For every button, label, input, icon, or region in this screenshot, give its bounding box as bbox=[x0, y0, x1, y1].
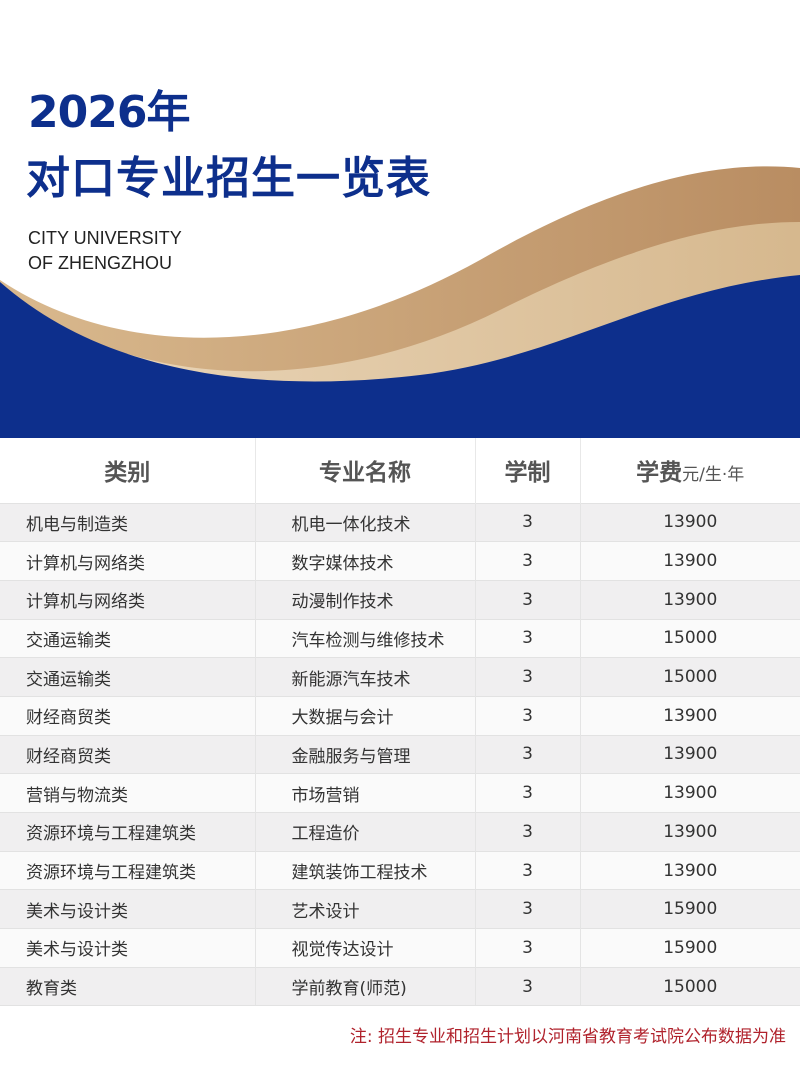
cell-duration: 3 bbox=[475, 541, 581, 581]
cell-major: 新能源汽车技术 bbox=[255, 657, 476, 697]
table-row: 营销与物流类 市场营销 3 13900 bbox=[0, 773, 800, 813]
cell-category: 美术与设计类 bbox=[0, 889, 256, 929]
header-category: 类别 bbox=[0, 438, 256, 503]
table-row: 资源环境与工程建筑类 工程造价 3 13900 bbox=[0, 812, 800, 852]
table-row: 美术与设计类 艺术设计 3 15900 bbox=[0, 889, 800, 929]
cell-duration: 3 bbox=[475, 502, 581, 542]
cell-fee: 13900 bbox=[580, 579, 800, 620]
cell-major: 金融服务与管理 bbox=[255, 734, 476, 774]
cell-major: 工程造价 bbox=[255, 812, 476, 852]
table-row: 交通运输类 汽车检测与维修技术 3 15000 bbox=[0, 618, 800, 658]
cell-category: 机电与制造类 bbox=[0, 502, 256, 542]
cell-major: 动漫制作技术 bbox=[255, 579, 476, 620]
cell-major: 建筑装饰工程技术 bbox=[255, 850, 476, 890]
header-fee: 学费元/生·年 bbox=[580, 438, 800, 503]
cell-category: 交通运输类 bbox=[0, 657, 256, 697]
cell-category: 交通运输类 bbox=[0, 618, 256, 658]
header-major: 专业名称 bbox=[255, 438, 476, 503]
cell-category: 资源环境与工程建筑类 bbox=[0, 850, 256, 890]
cell-duration: 3 bbox=[475, 850, 581, 890]
university-name: CITY UNIVERSITY OF ZHENGZHOU bbox=[28, 226, 182, 276]
cell-major: 汽车检测与维修技术 bbox=[255, 618, 476, 658]
cell-duration: 3 bbox=[475, 889, 581, 929]
cell-major: 大数据与会计 bbox=[255, 695, 476, 736]
cell-category: 美术与设计类 bbox=[0, 928, 256, 968]
hero-banner: 2026年 对口专业招生一览表 CITY UNIVERSITY OF ZHENG… bbox=[0, 0, 800, 439]
table-row: 教育类 学前教育(师范) 3 15000 bbox=[0, 966, 800, 1007]
cell-duration: 3 bbox=[475, 657, 581, 697]
table-row: 财经商贸类 大数据与会计 3 13900 bbox=[0, 695, 800, 736]
table-row: 计算机与网络类 动漫制作技术 3 13900 bbox=[0, 579, 800, 620]
table-row: 机电与制造类 机电一体化技术 3 13900 bbox=[0, 502, 800, 542]
cell-duration: 3 bbox=[475, 579, 581, 620]
cell-fee: 15900 bbox=[580, 928, 800, 968]
cell-major: 市场营销 bbox=[255, 773, 476, 813]
cell-major: 视觉传达设计 bbox=[255, 928, 476, 968]
cell-duration: 3 bbox=[475, 928, 581, 968]
cell-duration: 3 bbox=[475, 734, 581, 774]
cell-fee: 13900 bbox=[580, 850, 800, 890]
table-row: 计算机与网络类 数字媒体技术 3 13900 bbox=[0, 541, 800, 581]
cell-duration: 3 bbox=[475, 812, 581, 852]
cell-duration: 3 bbox=[475, 966, 581, 1007]
year-title: 2026年 bbox=[28, 87, 190, 138]
header-duration: 学制 bbox=[475, 438, 581, 503]
cell-major: 机电一体化技术 bbox=[255, 502, 476, 542]
cell-duration: 3 bbox=[475, 773, 581, 813]
cell-fee: 15000 bbox=[580, 618, 800, 658]
page-title: 对口专业招生一览表 bbox=[26, 153, 431, 204]
cell-major: 艺术设计 bbox=[255, 889, 476, 929]
cell-fee: 15900 bbox=[580, 889, 800, 929]
table-header: 类别 专业名称 学制 学费元/生·年 bbox=[0, 438, 800, 503]
cell-duration: 3 bbox=[475, 618, 581, 658]
header-fee-unit: 元/生·年 bbox=[682, 465, 745, 486]
cell-fee: 13900 bbox=[580, 502, 800, 542]
table-row: 美术与设计类 视觉传达设计 3 15900 bbox=[0, 928, 800, 968]
table-row: 财经商贸类 金融服务与管理 3 13900 bbox=[0, 734, 800, 774]
cell-major: 数字媒体技术 bbox=[255, 541, 476, 581]
cell-fee: 13900 bbox=[580, 541, 800, 581]
university-name-line1: CITY UNIVERSITY bbox=[28, 228, 182, 248]
cell-fee: 13900 bbox=[580, 734, 800, 774]
cell-fee: 15000 bbox=[580, 966, 800, 1007]
cell-category: 资源环境与工程建筑类 bbox=[0, 812, 256, 852]
cell-fee: 13900 bbox=[580, 695, 800, 736]
cell-fee: 15000 bbox=[580, 657, 800, 697]
wave-decoration bbox=[0, 166, 800, 439]
cell-category: 营销与物流类 bbox=[0, 773, 256, 813]
cell-category: 计算机与网络类 bbox=[0, 579, 256, 620]
cell-category: 计算机与网络类 bbox=[0, 541, 256, 581]
cell-fee: 13900 bbox=[580, 773, 800, 813]
cell-major: 学前教育(师范) bbox=[255, 966, 476, 1007]
cell-duration: 3 bbox=[475, 695, 581, 736]
cell-fee: 13900 bbox=[580, 812, 800, 852]
table-row: 资源环境与工程建筑类 建筑装饰工程技术 3 13900 bbox=[0, 850, 800, 890]
footnote: 注: 招生专业和招生计划以河南省教育考试院公布数据为准 bbox=[349, 1027, 786, 1047]
cell-category: 财经商贸类 bbox=[0, 695, 256, 736]
cell-category: 教育类 bbox=[0, 966, 256, 1007]
cell-category: 财经商贸类 bbox=[0, 734, 256, 774]
university-name-line2: OF ZHENGZHOU bbox=[28, 253, 172, 273]
header-fee-label: 学费 bbox=[636, 460, 683, 487]
table-row: 交通运输类 新能源汽车技术 3 15000 bbox=[0, 657, 800, 697]
majors-table: 类别 专业名称 学制 学费元/生·年 机电与制造类 机电一体化技术 3 13900 计算… bbox=[0, 438, 800, 1007]
